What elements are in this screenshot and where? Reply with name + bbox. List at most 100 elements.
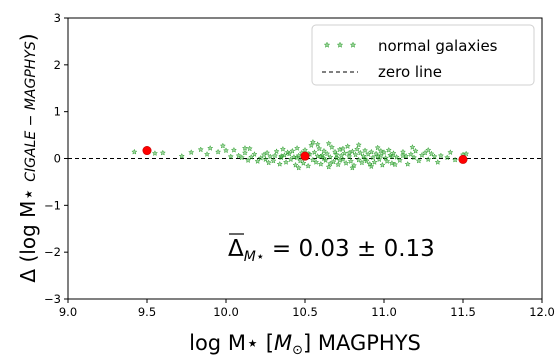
x-tick-label: 10.0 <box>213 305 239 319</box>
data-point-normal <box>357 149 364 156</box>
data-point-normal <box>284 149 291 156</box>
data-point-normal <box>335 161 342 168</box>
data-point-normal <box>371 159 378 165</box>
data-point-normal <box>374 152 381 159</box>
data-point-normal <box>410 154 418 161</box>
data-point-normal <box>308 142 315 149</box>
x-tick-label: 12.0 <box>529 305 555 319</box>
data-point-normal <box>290 153 298 160</box>
data-point-normal <box>297 157 304 164</box>
data-point-normal <box>309 138 316 145</box>
data-point-normal <box>368 148 375 155</box>
data-point-normal <box>347 158 354 164</box>
data-point-normal <box>262 156 269 163</box>
data-point-normal <box>178 152 185 159</box>
data-point-normal <box>320 147 328 154</box>
data-point-normal <box>267 153 274 160</box>
data-point-normal <box>393 153 400 160</box>
legend-marker-normal <box>323 41 357 48</box>
data-point-normal <box>325 140 332 147</box>
y-tick-label: 2 <box>54 58 61 72</box>
data-point-normal <box>425 156 432 163</box>
legend-label-zero: zero line <box>378 63 442 81</box>
data-point-normal <box>151 150 158 156</box>
data-point-normal <box>369 154 377 161</box>
data-point-normal <box>384 158 391 164</box>
data-point-normal <box>289 147 296 154</box>
y-tick-label: 0 <box>54 152 61 166</box>
data-point-normal <box>300 159 307 166</box>
data-point-normal <box>215 148 222 155</box>
data-point-normal <box>207 144 214 151</box>
data-point-normal <box>265 159 272 166</box>
data-point-normal <box>377 147 384 154</box>
series-highlight <box>142 146 468 164</box>
data-point-normal <box>385 146 392 153</box>
data-point-normal <box>358 159 365 166</box>
data-point-normal <box>341 150 348 156</box>
data-point-normal <box>295 164 302 171</box>
data-point-normal <box>263 149 271 156</box>
data-point-normal <box>354 145 361 152</box>
data-point-normal <box>294 154 301 161</box>
data-point-normal <box>391 161 399 168</box>
data-point-highlight <box>142 146 152 156</box>
data-point-normal <box>415 157 422 164</box>
data-point-normal <box>361 147 369 154</box>
data-point-normal <box>407 151 414 157</box>
data-point-normal <box>336 157 343 164</box>
data-point-normal <box>346 153 353 160</box>
data-point-normal <box>159 149 166 156</box>
x-tick-label: 11.0 <box>371 305 397 319</box>
data-point-normal <box>257 154 264 161</box>
data-point-normal <box>276 160 283 167</box>
data-point-normal <box>273 148 280 155</box>
data-point-normal <box>346 149 353 156</box>
data-point-normal <box>314 141 321 148</box>
data-point-normal <box>271 152 279 159</box>
x-tick-label: 9.0 <box>59 305 77 319</box>
data-point-normal <box>355 141 362 148</box>
data-point-normal <box>377 152 384 159</box>
x-tick-label: 10.5 <box>292 305 318 319</box>
data-point-normal <box>355 156 362 163</box>
x-axis-label: log M⋆ [M⊙] MAGPHYS <box>189 331 421 356</box>
data-point-normal <box>409 144 416 150</box>
data-point-normal <box>305 162 312 169</box>
data-point-normal <box>311 149 318 156</box>
data-point-normal <box>339 145 347 152</box>
data-point-normal <box>279 145 286 152</box>
svg-text:Δ (log M⋆ CIGALE − MAGPHYS): Δ (log M⋆ CIGALE − MAGPHYS) <box>16 33 40 282</box>
data-point-normal <box>349 164 356 171</box>
data-point-normal <box>188 149 195 156</box>
legend-star <box>323 41 331 48</box>
data-point-normal <box>227 153 234 160</box>
plot-area <box>67 17 543 300</box>
svg-text:ΔM⋆ = 0.03 ± 0.13: ΔM⋆ = 0.03 ± 0.13 <box>228 236 435 265</box>
data-point-normal <box>317 153 324 160</box>
data-point-normal <box>425 146 432 153</box>
data-point-normal <box>447 149 454 156</box>
legend-box <box>311 24 535 86</box>
y-tick-label: −1 <box>44 198 61 212</box>
data-point-normal <box>388 153 395 160</box>
data-point-normal <box>379 161 386 168</box>
data-point-normal <box>230 146 237 153</box>
data-point-normal <box>197 146 204 153</box>
data-point-normal <box>131 148 138 155</box>
data-point-normal <box>376 156 383 163</box>
legend-star <box>336 41 344 48</box>
data-point-normal <box>219 142 226 149</box>
data-point-normal <box>238 154 245 161</box>
y-tick-label: 3 <box>54 11 61 25</box>
data-point-normal <box>403 152 410 159</box>
data-point-normal <box>241 149 249 156</box>
data-point-normal <box>368 163 375 170</box>
legend: normal galaxies zero line <box>311 24 535 86</box>
data-point-normal <box>399 152 407 159</box>
legend-star <box>349 41 357 48</box>
data-point-normal <box>344 143 351 149</box>
data-point-normal <box>246 145 253 152</box>
data-point-normal <box>241 144 249 151</box>
